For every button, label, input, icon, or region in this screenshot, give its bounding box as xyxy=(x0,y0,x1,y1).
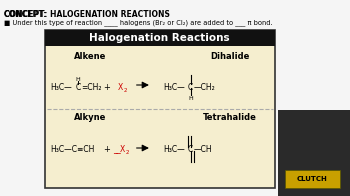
Text: Tetrahalide: Tetrahalide xyxy=(203,113,257,122)
FancyBboxPatch shape xyxy=(45,30,275,188)
Text: CLUTCH: CLUTCH xyxy=(296,176,327,182)
Text: H: H xyxy=(188,95,193,101)
FancyBboxPatch shape xyxy=(285,170,339,188)
Text: H₃C—: H₃C— xyxy=(163,145,184,154)
Text: Dihalide: Dihalide xyxy=(210,52,250,61)
Text: H₃C—: H₃C— xyxy=(163,83,184,92)
Text: __: __ xyxy=(113,145,121,154)
Text: 2: 2 xyxy=(126,151,130,155)
Text: H: H xyxy=(76,76,80,82)
Text: —CH: —CH xyxy=(194,145,212,154)
Text: H₃C—: H₃C— xyxy=(50,83,72,92)
Text: Alkene: Alkene xyxy=(74,52,106,61)
Text: C: C xyxy=(75,83,80,92)
Text: ■ Under this type of reaction ____ halogens (Br₂ or Cl₂) are added to ___ π bond: ■ Under this type of reaction ____ halog… xyxy=(4,19,273,26)
Text: —CH₂: —CH₂ xyxy=(194,83,216,92)
Text: =CH₂: =CH₂ xyxy=(81,83,102,92)
Text: X: X xyxy=(120,145,125,154)
Text: Alkyne: Alkyne xyxy=(74,113,106,122)
Text: C: C xyxy=(188,83,193,92)
Text: +: + xyxy=(103,145,110,154)
Text: +: + xyxy=(103,83,110,92)
Text: C: C xyxy=(188,145,193,154)
Text: 2: 2 xyxy=(124,87,127,93)
Text: CONCEPT:: CONCEPT: xyxy=(4,10,47,19)
Text: CONCEPT: HALOGENATION REACTIONS: CONCEPT: HALOGENATION REACTIONS xyxy=(4,10,170,19)
Text: Halogenation Reactions: Halogenation Reactions xyxy=(90,33,230,43)
FancyBboxPatch shape xyxy=(278,110,350,196)
FancyBboxPatch shape xyxy=(45,30,275,46)
Text: H₃C—C≡CH: H₃C—C≡CH xyxy=(50,145,94,154)
Text: X: X xyxy=(118,83,123,92)
